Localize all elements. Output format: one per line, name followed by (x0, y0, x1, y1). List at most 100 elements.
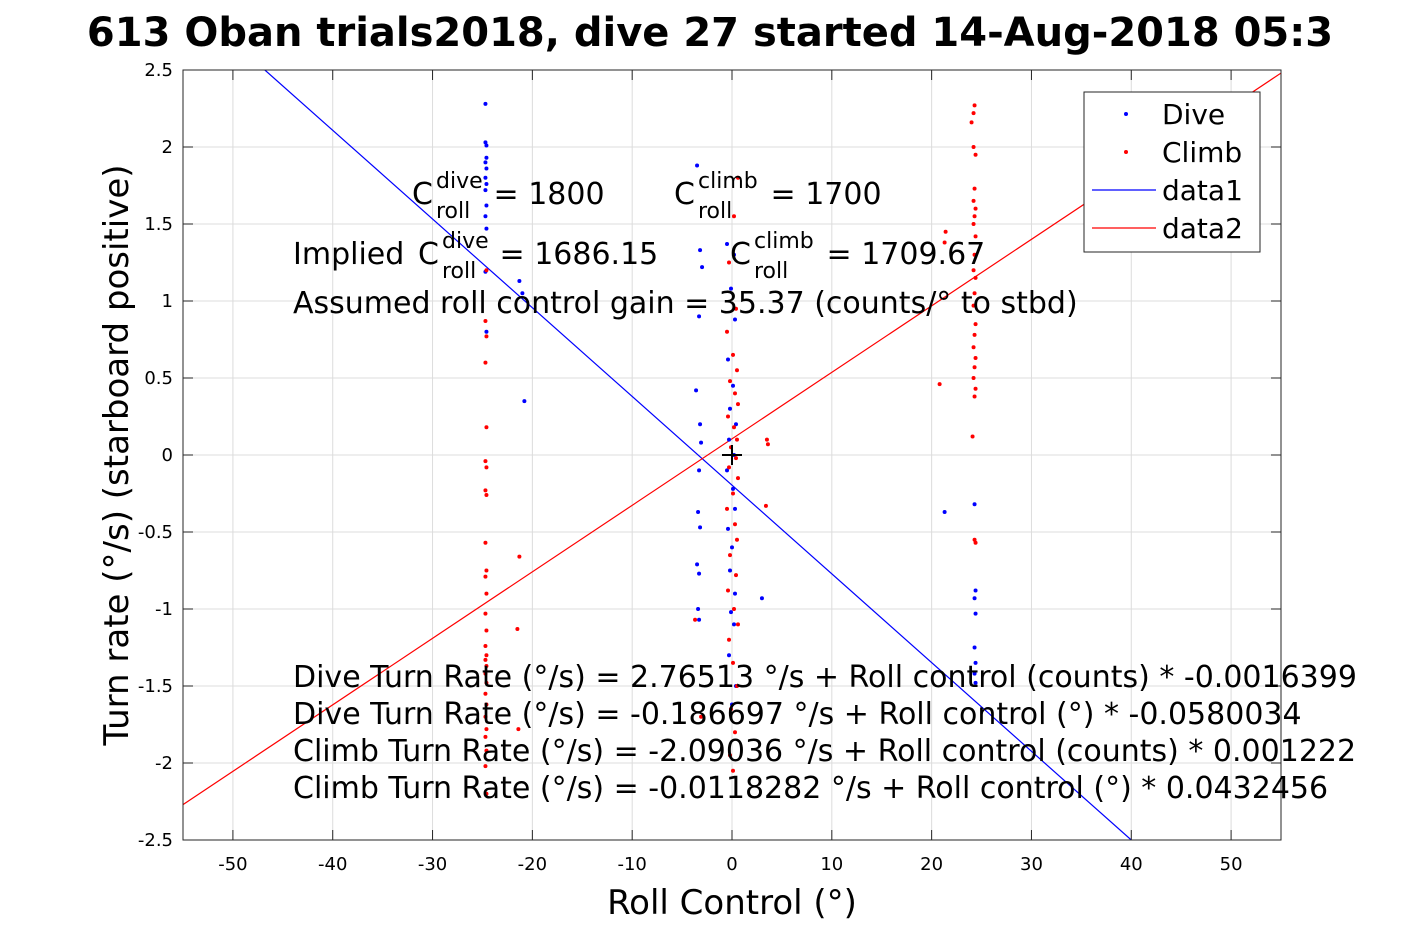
climb-point (731, 607, 736, 611)
climb-point (733, 456, 738, 461)
annotations: C dive roll = 1800 C climb roll = 1700 I… (293, 169, 1357, 806)
dive-point (698, 525, 703, 530)
climb-point (693, 617, 698, 622)
center-cross-marker (722, 445, 742, 465)
y-tick-label: -2 (155, 753, 173, 774)
climb-point (483, 764, 488, 769)
climb-point (483, 691, 488, 696)
dive-point (522, 399, 527, 404)
climb-point (483, 671, 488, 676)
climb-point (735, 622, 740, 627)
dive-point (973, 680, 978, 685)
climb-point (972, 394, 977, 399)
climb-point (765, 442, 770, 447)
c-climb-annotation: C climb roll = 1700 (674, 169, 882, 224)
climb-point (731, 425, 736, 430)
climb-point (734, 684, 739, 688)
dive-point (972, 671, 977, 676)
dive-point (730, 486, 735, 491)
dive-point (699, 440, 704, 445)
climb-point (732, 730, 737, 735)
dive-point (725, 468, 730, 473)
gain-annotation: Assumed roll control gain = 35.37 (count… (293, 286, 1078, 321)
y-tick-label: -0.5 (138, 522, 173, 543)
dive-point (520, 291, 525, 296)
dive-point (727, 437, 732, 442)
y-axis-label: Turn rate (°/s) (starboard positive) (97, 164, 137, 746)
c-climb-base: C (674, 177, 695, 212)
dive-point (697, 571, 702, 576)
climb-point (515, 627, 520, 632)
climb-point (483, 643, 488, 648)
climb-point (734, 368, 739, 373)
implied-dive-sub: roll (442, 259, 476, 284)
implied-dive-sup: dive (442, 229, 489, 254)
dive-point (730, 545, 734, 550)
climb-point (483, 459, 488, 464)
dive-point (695, 562, 700, 567)
climb-point (971, 376, 976, 380)
climb-point (484, 493, 489, 498)
climb-point (971, 222, 976, 226)
dive-point (483, 188, 488, 193)
dive-point (973, 588, 978, 593)
climb-point (483, 540, 488, 545)
climb-point (484, 268, 489, 273)
climb-point (971, 198, 976, 203)
dive-point (700, 265, 705, 270)
implied-dive-value: = 1686.15 (490, 237, 658, 272)
equation-line-2: Dive Turn Rate (°/s) = -0.186697 °/s + R… (293, 697, 1302, 732)
climb-point (733, 306, 738, 311)
climb-point (730, 352, 735, 357)
x-axis-ticks: -50 -40 -30 -20 -10 0 10 20 30 40 50 (218, 70, 1243, 875)
climb-point (735, 402, 740, 407)
climb-point (484, 653, 489, 658)
dive-point (483, 140, 488, 145)
climb-point (483, 574, 488, 579)
climb-point (484, 425, 489, 430)
x-tick-label: 0 (726, 854, 737, 875)
x-tick-label: -10 (617, 854, 646, 875)
data-points (483, 101, 978, 796)
climb-point (516, 727, 521, 732)
climb-point (971, 111, 976, 116)
dive-point (483, 214, 488, 219)
c-dive-base: C (412, 177, 433, 212)
dive-point (728, 406, 733, 411)
implied-climb-sup: climb (754, 229, 814, 254)
climb-point (971, 145, 976, 149)
climb-point (971, 303, 976, 308)
climb-point (729, 707, 734, 712)
climb-point (726, 588, 731, 593)
dive-point (726, 357, 731, 362)
y-axis-ticks: -2.5 -2 -1.5 -1 -0.5 0 0.5 1 1.5 2 2.5 (138, 60, 1281, 851)
legend-label: Dive (1162, 98, 1225, 131)
climb-point (973, 322, 978, 327)
y-tick-label: 0.5 (144, 368, 173, 389)
climb-point (732, 522, 737, 527)
legend-label: data1 (1162, 174, 1243, 207)
dive-point (733, 422, 738, 427)
climb-point (484, 334, 489, 339)
x-tick-label: -50 (218, 854, 247, 875)
x-axis-label: Roll Control (°) (607, 883, 857, 923)
y-tick-label: 0 (162, 445, 173, 466)
climb-point (972, 186, 977, 191)
c-dive-sup: dive (436, 169, 483, 194)
dive-point (695, 163, 700, 168)
dive-point (732, 317, 737, 322)
dive-point (732, 591, 737, 596)
implied-dive-base: C (418, 237, 439, 272)
dive-point (728, 568, 733, 573)
y-tick-label: -1 (155, 599, 173, 620)
climb-point (484, 702, 489, 707)
dive-point (729, 286, 734, 291)
dive-point (972, 502, 977, 507)
dive-point (698, 248, 703, 253)
climb-point (727, 637, 732, 642)
legend-label: data2 (1162, 212, 1243, 245)
x-tick-label: 50 (1220, 854, 1243, 875)
dive-point (484, 329, 489, 334)
y-tick-label: -2.5 (138, 830, 173, 851)
